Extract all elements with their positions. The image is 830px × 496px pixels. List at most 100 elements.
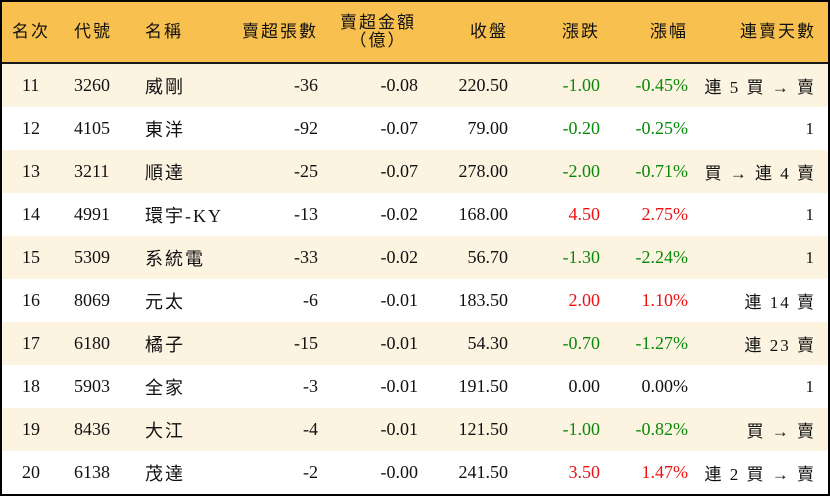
streak-cell: 買 → 連 4 賣 [704, 164, 816, 183]
table-row[interactable]: 18 5903 全家 -3 -0.01 191.50 0.00 0.00% 1 [2, 365, 828, 408]
col-header-change-pct[interactable]: 漲幅 [650, 22, 688, 41]
sell-amount-cell: -0.01 [380, 419, 419, 439]
name-cell[interactable]: 橘子 [145, 334, 185, 355]
sell-amount-cell: -0.00 [380, 462, 419, 482]
change-pct-cell: -0.25% [635, 118, 689, 138]
sell-amount-cell: -0.02 [380, 247, 419, 267]
change-pct-cell: -0.71% [635, 161, 689, 181]
sell-lots-cell: -36 [294, 75, 318, 95]
sell-lots-cell: -6 [303, 290, 318, 310]
table-row[interactable]: 16 8069 元太 -6 -0.01 183.50 2.00 1.10% 連 … [2, 279, 828, 322]
change-pct-cell: -2.24% [635, 247, 689, 267]
streak-cell: 買 → 賣 [746, 422, 816, 441]
col-header-sell-lots[interactable]: 賣超張數 [242, 22, 318, 41]
close-cell: 183.50 [458, 290, 509, 310]
name-cell[interactable]: 全家 [145, 377, 185, 398]
streak-cell: 連 14 賣 [744, 293, 816, 312]
name-cell[interactable]: 系統電 [145, 248, 205, 269]
change-cell: 4.50 [568, 204, 601, 224]
close-cell: 56.70 [467, 247, 509, 267]
sell-lots-cell: -25 [294, 161, 318, 181]
close-cell: 54.30 [467, 333, 509, 353]
table-row[interactable]: 12 4105 東洋 -92 -0.07 79.00 -0.20 -0.25% … [2, 107, 828, 150]
sell-amount-cell: -0.01 [380, 376, 419, 396]
rank-cell: 11 [22, 75, 40, 95]
code-cell: 5309 [74, 247, 110, 267]
close-cell: 168.00 [458, 204, 509, 224]
sell-amount-cell: -0.07 [380, 161, 419, 181]
sell-amount-cell: -0.01 [380, 290, 419, 310]
col-header-sell-amount-line1: 賣超金額 [340, 13, 416, 32]
table-row[interactable]: 17 6180 橘子 -15 -0.01 54.30 -0.70 -1.27% … [2, 322, 828, 365]
table-row[interactable]: 14 4991 環宇-KY -13 -0.02 168.00 4.50 2.75… [2, 193, 828, 236]
table-header: 名次 代號 名稱 賣超張數 賣超金額 （億） 收盤 漲跌 漲幅 連賣天數 [2, 2, 828, 64]
change-pct-cell: -0.45% [635, 75, 689, 95]
rank-cell: 16 [22, 290, 40, 310]
rank-cell: 20 [22, 462, 40, 482]
name-cell[interactable]: 元太 [145, 291, 185, 312]
streak-cell: 1 [805, 376, 816, 396]
table-row[interactable]: 19 8436 大江 -4 -0.01 121.50 -1.00 -0.82% … [2, 408, 828, 451]
table-row[interactable]: 20 6138 茂達 -2 -0.00 241.50 3.50 1.47% 連 … [2, 451, 828, 494]
name-cell[interactable]: 順達 [145, 162, 185, 183]
name-cell[interactable]: 環宇-KY [145, 205, 223, 226]
rank-cell: 19 [22, 419, 40, 439]
col-header-streak[interactable]: 連賣天數 [740, 22, 816, 41]
change-cell: 2.00 [568, 290, 601, 310]
change-pct-cell: 2.75% [641, 204, 689, 224]
col-header-rank[interactable]: 名次 [12, 22, 50, 41]
change-cell: -1.30 [562, 247, 601, 267]
col-header-name[interactable]: 名稱 [145, 22, 183, 41]
sell-amount-cell: -0.01 [380, 333, 419, 353]
name-cell[interactable]: 東洋 [145, 119, 185, 140]
rank-cell: 13 [22, 161, 40, 181]
change-cell: -1.00 [562, 75, 601, 95]
code-cell: 6180 [74, 333, 110, 353]
code-cell: 8069 [74, 290, 110, 310]
name-cell[interactable]: 茂達 [145, 463, 185, 484]
code-cell: 5903 [74, 376, 110, 396]
code-cell: 8436 [74, 419, 110, 439]
sell-lots-cell: -2 [303, 462, 318, 482]
rank-cell: 12 [22, 118, 40, 138]
change-cell: 3.50 [568, 462, 601, 482]
change-pct-cell: 1.47% [641, 462, 689, 482]
sell-lots-cell: -15 [294, 333, 318, 353]
close-cell: 278.00 [458, 161, 509, 181]
table-row[interactable]: 13 3211 順達 -25 -0.07 278.00 -2.00 -0.71%… [2, 150, 828, 193]
rank-cell: 18 [22, 376, 40, 396]
col-header-change[interactable]: 漲跌 [562, 22, 600, 41]
close-cell: 191.50 [458, 376, 509, 396]
col-header-sell-amount[interactable]: 賣超金額 （億） [332, 2, 424, 62]
change-cell: 0.00 [568, 376, 601, 396]
name-cell[interactable]: 大江 [145, 420, 185, 441]
sell-amount-cell: -0.08 [380, 75, 419, 95]
close-cell: 121.50 [458, 419, 509, 439]
code-cell: 6138 [74, 462, 110, 482]
code-cell: 4991 [74, 204, 110, 224]
sell-lots-cell: -13 [294, 204, 318, 224]
change-cell: -2.00 [562, 161, 601, 181]
streak-cell: 1 [805, 204, 816, 224]
rank-cell: 15 [22, 247, 40, 267]
close-cell: 241.50 [458, 462, 509, 482]
table-row[interactable]: 11 3260 威剛 -36 -0.08 220.50 -1.00 -0.45%… [2, 64, 828, 107]
code-cell: 3211 [74, 161, 110, 181]
close-cell: 220.50 [458, 75, 509, 95]
name-cell[interactable]: 威剛 [145, 76, 185, 97]
col-header-code[interactable]: 代號 [74, 22, 112, 41]
sell-amount-cell: -0.07 [380, 118, 419, 138]
change-pct-cell: 1.10% [641, 290, 689, 310]
code-cell: 4105 [74, 118, 110, 138]
sell-lots-cell: -92 [294, 118, 318, 138]
table-row[interactable]: 15 5309 系統電 -33 -0.02 56.70 -1.30 -2.24%… [2, 236, 828, 279]
sell-lots-cell: -3 [303, 376, 318, 396]
col-header-close[interactable]: 收盤 [470, 22, 508, 41]
rank-cell: 14 [22, 204, 40, 224]
rank-cell: 17 [22, 333, 40, 353]
code-cell: 3260 [74, 75, 110, 95]
streak-cell: 1 [805, 118, 816, 138]
streak-cell: 連 23 賣 [744, 336, 816, 355]
streak-cell: 連 2 買 → 賣 [704, 465, 816, 484]
